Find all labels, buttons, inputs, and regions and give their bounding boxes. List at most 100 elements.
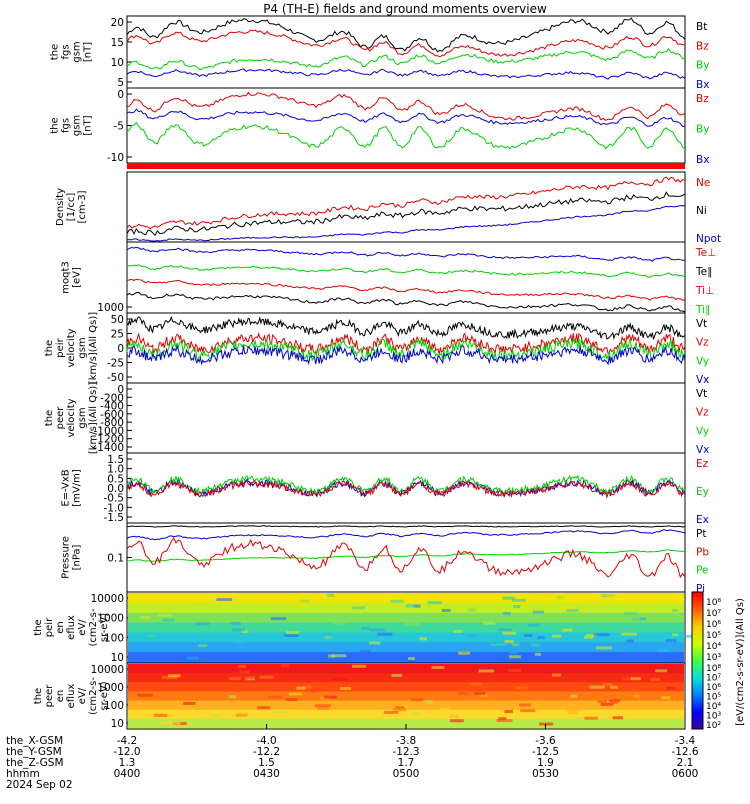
efield-ytick-label: -1.5 bbox=[104, 512, 125, 524]
peir_spec-texture bbox=[390, 599, 404, 603]
peir_vel-ylabel-line: the bbox=[44, 340, 55, 356]
density-legend-0: Ne bbox=[696, 177, 710, 189]
peir_spec-texture bbox=[324, 636, 333, 640]
peer_spec-texture bbox=[296, 686, 306, 690]
peir_spec-texture bbox=[195, 622, 210, 626]
colorbar-tick-bottom: 10⁵ bbox=[706, 693, 721, 703]
peir_spec-texture bbox=[369, 628, 386, 632]
efield-ylabel: E=-VxB[mV/m] bbox=[61, 469, 83, 507]
vx-line bbox=[127, 344, 686, 366]
temp-legend-3: Ti∥ bbox=[695, 304, 710, 316]
pi-line bbox=[126, 529, 686, 541]
x-row-label: hhmm bbox=[6, 768, 40, 780]
peir_spec-texture bbox=[621, 632, 638, 636]
peir_spec-band bbox=[128, 612, 684, 624]
peir_spec-texture bbox=[294, 602, 309, 606]
efield-ylabel-line: E=-VxB bbox=[61, 469, 72, 506]
temp-ylabel-line: [eV] bbox=[72, 267, 83, 288]
efield-ytick-label: -0.5 bbox=[104, 493, 125, 505]
peir_spec-ylabel: thepeirenefluxeV/(cm2-s-sr-eV) bbox=[33, 608, 110, 646]
pressure-legend-1: Pb bbox=[696, 546, 709, 558]
peir_spec-texture bbox=[140, 616, 151, 620]
peir_spec-texture bbox=[313, 636, 330, 640]
panel-fgs_comp: thefgsgsm[nT] 0 -5 -10 Bz By Bx bbox=[50, 87, 709, 166]
temp-ytick-label: 1000 bbox=[97, 302, 124, 314]
peer_vel-ylabel-line: [km/s](All Qs)] bbox=[88, 382, 99, 454]
peer_vel-ytick-label: -1400 bbox=[93, 442, 124, 454]
peer_vel-ylabel-line: peer bbox=[55, 406, 66, 430]
peir_spec-texture bbox=[534, 652, 542, 656]
pressure-ytick-label: 0.1 bbox=[107, 553, 124, 565]
peir_spec-texture bbox=[509, 651, 518, 655]
peir_spec-ytick-label: 1000 bbox=[97, 613, 124, 625]
fgs_btot-ytick-label: 10 bbox=[111, 57, 124, 69]
peer_vel-legend-2: Vy bbox=[696, 425, 709, 437]
peir_spec-texture bbox=[530, 643, 541, 647]
peir_spec-texture bbox=[352, 606, 366, 610]
fgs_btot-ytick-label: 20 bbox=[111, 17, 124, 29]
peir_spec-texture bbox=[556, 625, 569, 629]
x-tick-label: 1.3 bbox=[119, 757, 136, 769]
peir_spec-texture bbox=[351, 609, 361, 613]
te-par-line bbox=[126, 291, 686, 313]
peer_spec-texture bbox=[229, 677, 241, 681]
peer_spec-texture bbox=[288, 692, 303, 696]
peer_spec-texture bbox=[566, 707, 583, 711]
x-axis: -4.2-12.01.30400-4.0-12.21.50430-3.8-12.… bbox=[6, 724, 699, 791]
pressure-legend-3: Pi bbox=[696, 583, 705, 595]
peer_spec-texture bbox=[235, 713, 248, 717]
x-tick-label: -3.6 bbox=[535, 735, 556, 747]
temp-legend-0: Te⊥ bbox=[695, 247, 716, 259]
fgs_btot-ytick-label: 15 bbox=[111, 37, 124, 49]
x-tick-label: 0600 bbox=[672, 768, 699, 780]
peir_spec-texture bbox=[468, 634, 476, 638]
vz-line bbox=[126, 332, 686, 356]
peir_vel-legend-2: Vy bbox=[696, 355, 709, 367]
peer_spec-texture bbox=[196, 717, 209, 721]
pressure-ylabel-line: [nPa] bbox=[72, 544, 83, 570]
peir_spec-ylabel-line: peir bbox=[44, 617, 55, 637]
peer_spec-texture bbox=[323, 667, 331, 671]
pb-line bbox=[126, 536, 686, 579]
peir_spec-texture bbox=[404, 622, 421, 626]
peer_spec-ylabel-line: eV/ bbox=[77, 687, 88, 704]
peir_spec-texture bbox=[453, 629, 463, 633]
peer_spec-texture bbox=[324, 695, 337, 699]
peir_spec-ylabel-line: (cm2-s- bbox=[88, 608, 99, 646]
peir_spec-texture bbox=[570, 604, 587, 608]
peer_spec-texture bbox=[194, 697, 206, 701]
peer_spec-band bbox=[128, 664, 684, 674]
peir_spec-texture bbox=[684, 634, 693, 638]
peer_spec-band bbox=[128, 700, 684, 711]
peer_spec-texture bbox=[661, 696, 671, 700]
colorbar-tick-top: 10⁴ bbox=[706, 642, 721, 652]
peir_spec-texture bbox=[625, 598, 637, 602]
fgs_btot-legend-2: By bbox=[696, 60, 709, 72]
efield-ytick-label: -1.0 bbox=[104, 502, 125, 514]
peer_vel-ytick-label: -1000 bbox=[93, 425, 124, 437]
density-legend-1: Ni bbox=[696, 205, 707, 217]
colorbar-tick-top: 10⁸ bbox=[706, 598, 721, 608]
peer_spec-texture bbox=[425, 700, 433, 704]
fgs_btot-legend-0: Bt bbox=[696, 21, 707, 33]
peer_spec-texture bbox=[431, 666, 445, 670]
peir_spec-texture bbox=[491, 642, 507, 646]
peir_vel-ylabel-line: peir bbox=[55, 337, 66, 357]
peir_vel-ylabel-line: velocity bbox=[66, 328, 77, 367]
peir_spec-texture bbox=[672, 608, 679, 612]
peer_spec-ylabel-line: eflux bbox=[66, 684, 77, 709]
density-ylabel: Density[1/cc][cm-3] bbox=[55, 188, 88, 226]
peir_spec-texture bbox=[406, 604, 415, 608]
panel-efield: E=-VxB[mV/m] 1.51.00.50.0-0.5-1.0-1.5 Ez Ey… bbox=[61, 452, 709, 526]
peer_spec-texture bbox=[392, 708, 407, 712]
fgs_comp-ytick-label: -10 bbox=[107, 152, 124, 164]
peer_spec-texture bbox=[420, 684, 431, 688]
peir_spec-texture bbox=[469, 605, 479, 609]
peir_spec-texture bbox=[504, 640, 514, 644]
peer_spec-texture bbox=[630, 677, 641, 681]
colorbar-tick-bottom: 10⁶ bbox=[706, 683, 721, 693]
peir_spec-texture bbox=[413, 604, 421, 608]
colorbar-tick-top: 10⁵ bbox=[706, 631, 721, 641]
panel-peir_vel: thepeirvelocitygsm[km/s](All Qs)] 50 25 0 -2… bbox=[44, 312, 709, 386]
peer_vel-ytick-label: -200 bbox=[100, 392, 124, 404]
